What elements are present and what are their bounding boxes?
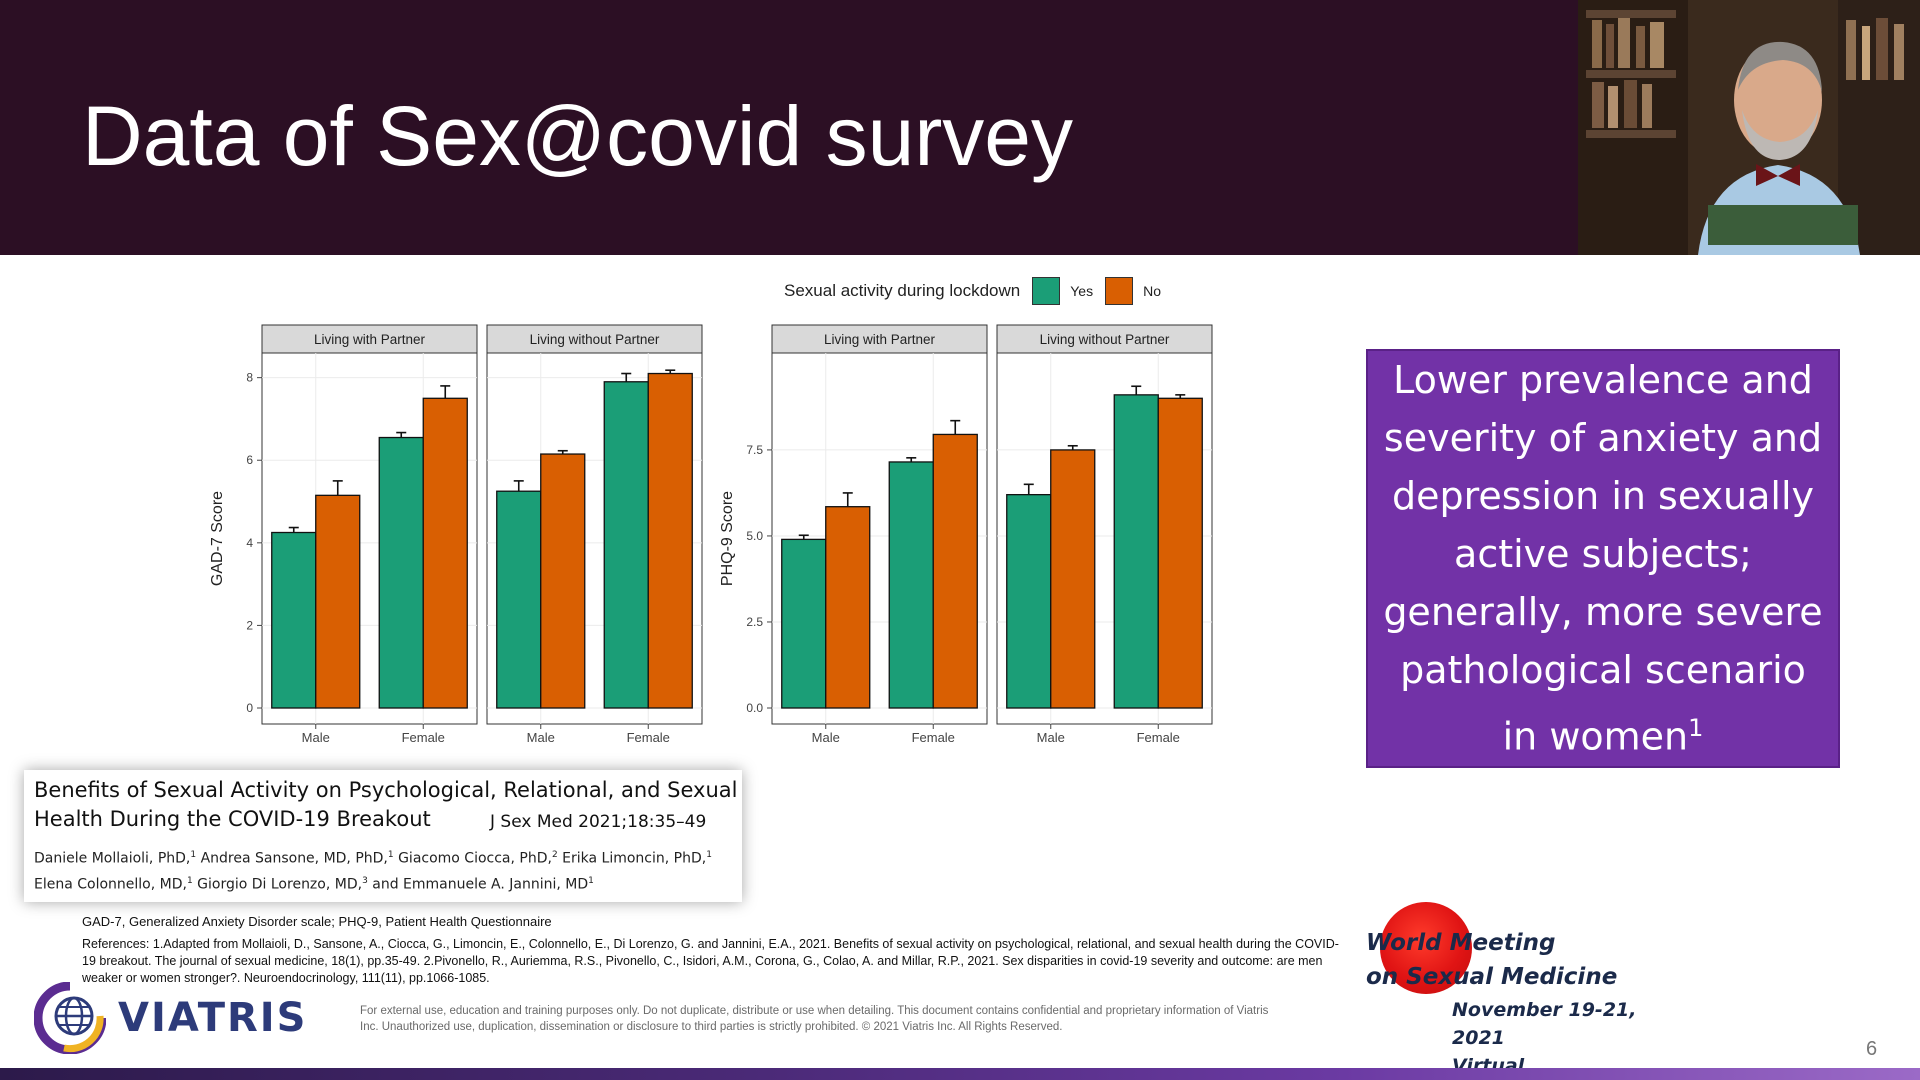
event-name-line-1: World Meeting [1366, 930, 1556, 956]
callout-superscript: 1 [1688, 714, 1704, 743]
x-tick-label: Male [1037, 730, 1065, 745]
facet-strip [996, 324, 1213, 354]
author: Elena Colonnello, MD, [34, 876, 187, 893]
x-tick-label: Male [302, 730, 330, 745]
callout-text: Lower prevalence and severity of anxiety… [1368, 351, 1838, 766]
author: Daniele Mollaioli, PhD, [34, 850, 191, 867]
author: Giorgio Di Lorenzo, MD, [197, 876, 363, 893]
y-tick-label: 6 [246, 453, 253, 467]
facet-title: Living with Partner [314, 332, 426, 347]
presenter-video-icon [1578, 0, 1920, 255]
author-affiliation: 1 [588, 875, 594, 886]
article-authors: Daniele Mollaioli, PhD,1 Andrea Sansone,… [34, 844, 744, 895]
abbreviations-note: GAD-7, Generalized Anxiety Disorder scal… [82, 914, 552, 929]
y-tick-label: 0.0 [746, 701, 763, 715]
facet-strip [486, 324, 703, 354]
viatris-logo: VIATRIS [34, 978, 307, 1058]
y-tick-label: 8 [246, 371, 253, 385]
author: Erika Limoncin, PhD, [562, 850, 707, 867]
page-number: 6 [1866, 1038, 1878, 1060]
y-tick-label: 0 [246, 701, 253, 715]
author: Andrea Sansone, MD, PhD, [200, 850, 388, 867]
facet-title: Living without Partner [1040, 332, 1170, 347]
webcam-video-feed [1578, 0, 1920, 255]
references-note: References: 1.Adapted from Mollaioli, D.… [82, 937, 1339, 985]
event-name: World Meeting on Sexual Medicine [1366, 926, 1617, 994]
event-logo: World Meeting on Sexual Medicine Novembe… [1362, 900, 1682, 1077]
x-tick-label: Male [812, 730, 840, 745]
event-date-range: November 19-21, 2021 [1452, 999, 1637, 1049]
legend-title: Sexual activity during lockdown [784, 281, 1021, 300]
bar [1050, 449, 1096, 709]
legend-label-yes: Yes [1070, 283, 1094, 299]
author-affiliation: 3 [362, 875, 368, 886]
author-affiliation: 1 [706, 850, 712, 860]
y-tick-label: 5.0 [746, 529, 763, 543]
article-title: Benefits of Sexual Activity on Psycholog… [34, 778, 738, 831]
legal-disclaimer: For external use, education and training… [360, 1005, 1269, 1033]
bar [888, 461, 934, 709]
author-affiliation: 1 [186, 875, 193, 886]
author-affiliation: 2 [551, 850, 558, 860]
facet-strip [771, 324, 988, 354]
bar [603, 381, 649, 709]
bar [781, 538, 827, 709]
facet-title: Living without Partner [530, 332, 660, 347]
logo-wordmark: VIATRIS [118, 995, 308, 1041]
facet-strip [261, 324, 478, 354]
facet-title: Living with Partner [824, 332, 936, 347]
legend-swatch-no [1105, 277, 1134, 305]
bar [315, 494, 361, 709]
author: Giacomo Ciocca, PhD, [398, 850, 552, 867]
event-name-line-2: on Sexual Medicine [1366, 964, 1618, 990]
y-tick-label: 2.5 [746, 615, 763, 629]
bar [825, 506, 871, 709]
y-tick-label: 4 [246, 536, 253, 550]
bar [496, 490, 542, 709]
x-tick-label: Male [527, 730, 555, 745]
journal-reference: J Sex Med 2021;18:35–49 [474, 808, 723, 836]
x-tick-label: Female [912, 730, 955, 745]
key-finding-callout: Lower prevalence and severity of anxiety… [1366, 349, 1840, 768]
slide-title: Data of Sex@covid survey [82, 89, 1074, 183]
legend-label-no: No [1143, 283, 1161, 299]
bar [271, 531, 317, 709]
y-tick-label: 7.5 [746, 443, 763, 457]
callout-body: Lower prevalence and severity of anxiety… [1383, 358, 1823, 759]
y-axis-label: PHQ-9 Score [719, 491, 736, 586]
bar [1113, 394, 1159, 709]
x-tick-label: Female [1137, 730, 1180, 745]
globe-logo-icon [34, 982, 106, 1054]
event-dates: November 19-21, 2021 Virtual [1452, 996, 1682, 1080]
bar [932, 433, 978, 709]
bar [1157, 397, 1203, 709]
bar [378, 436, 424, 709]
bar [540, 453, 586, 709]
slide-header: Data of Sex@covid survey [0, 0, 1920, 255]
author-affiliation: 1 [190, 850, 197, 860]
bar [1006, 493, 1052, 709]
y-axis-label: GAD-7 Score [209, 491, 226, 586]
y-tick-label: 2 [246, 618, 253, 632]
article-citation-card: Benefits of Sexual Activity on Psycholog… [24, 770, 742, 902]
bar [422, 397, 468, 709]
bottom-accent-bar [0, 1068, 1920, 1080]
chart-legend: Sexual activity during lockdown Yes No [784, 276, 1161, 306]
author: and Emmanuele A. Jannini, MD [372, 876, 589, 893]
red-circle-icon [1380, 902, 1472, 994]
x-tick-label: Female [627, 730, 670, 745]
bar [647, 372, 693, 709]
legend-swatch-yes [1032, 277, 1061, 305]
author-affiliation: 1 [387, 850, 394, 860]
x-tick-label: Female [402, 730, 445, 745]
